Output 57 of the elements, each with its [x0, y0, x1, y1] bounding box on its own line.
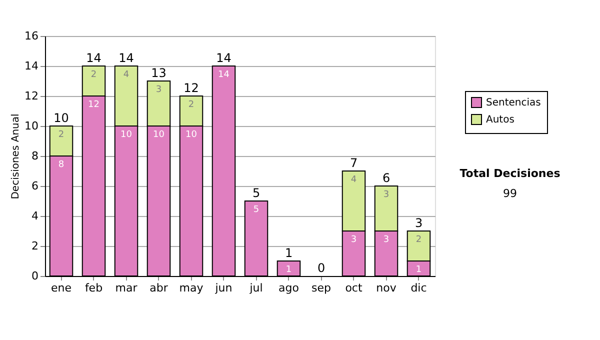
total-label: 10 — [54, 111, 69, 125]
data-label: 3 — [156, 85, 162, 95]
text: 99 — [503, 187, 517, 200]
data-label: 12 — [88, 100, 100, 110]
total-label: 14 — [216, 51, 232, 65]
y-axis-title: Decisiones Anual — [10, 114, 22, 200]
total-label: 7 — [350, 156, 358, 170]
total-label: 13 — [151, 66, 166, 80]
total-label: 14 — [86, 51, 102, 65]
data-label: 8 — [58, 160, 64, 170]
data-label: 4 — [123, 70, 130, 80]
data-label: 10 — [153, 130, 165, 140]
data-label: 5 — [253, 205, 260, 215]
y-tick-label: 12 — [24, 90, 38, 102]
x-tick-label: dic — [410, 282, 427, 294]
data-label: 2 — [416, 235, 422, 245]
y-tick-label: 0 — [32, 270, 38, 282]
x-tick-label: mar — [115, 282, 138, 294]
x-tick-label: feb — [84, 282, 103, 294]
total-label: 5 — [252, 186, 260, 200]
data-label: 2 — [90, 70, 97, 80]
y-tick-label: 8 — [32, 150, 38, 162]
x-tick-label: ago — [278, 282, 300, 294]
total-label: 6 — [382, 171, 390, 185]
x-tick-label: sep — [312, 282, 332, 294]
y-tick-label: 6 — [32, 180, 38, 192]
legend-label: Sentencias — [486, 98, 541, 108]
x-tick-label: jun — [214, 282, 232, 294]
data-label: 10 — [120, 130, 132, 140]
data-label: 2 — [188, 100, 194, 110]
x-tick-label: jul — [248, 282, 263, 294]
x-tick-label: nov — [376, 282, 397, 294]
total-label: 14 — [118, 51, 134, 65]
x-tick-label: ene — [50, 282, 72, 294]
y-tick-label: 10 — [24, 120, 38, 132]
data-label: 1 — [416, 265, 422, 275]
data-label: 2 — [58, 130, 64, 140]
total-label: 12 — [184, 81, 199, 95]
text: Total Decisiones — [460, 167, 561, 180]
data-label: 10 — [186, 130, 198, 140]
x-tick-label: abr — [150, 282, 168, 294]
data-label: 1 — [286, 265, 292, 275]
legend-label: Autos — [486, 114, 514, 126]
data-label: 3 — [383, 190, 390, 200]
y-tick-label: 16 — [24, 30, 38, 42]
data-label: 4 — [350, 175, 357, 185]
x-tick-label: oct — [345, 282, 363, 294]
total-label: 0 — [317, 261, 326, 275]
x-tick-label: may — [179, 282, 204, 294]
data-label: 14 — [218, 70, 230, 80]
y-tick-label: 4 — [32, 210, 38, 222]
total-label: 3 — [414, 216, 423, 230]
data-label: 3 — [350, 235, 357, 245]
total-label: 1 — [284, 246, 293, 260]
y-tick-label: 2 — [32, 240, 38, 252]
y-tick-label: 14 — [24, 60, 38, 72]
data-label: 3 — [383, 235, 390, 245]
